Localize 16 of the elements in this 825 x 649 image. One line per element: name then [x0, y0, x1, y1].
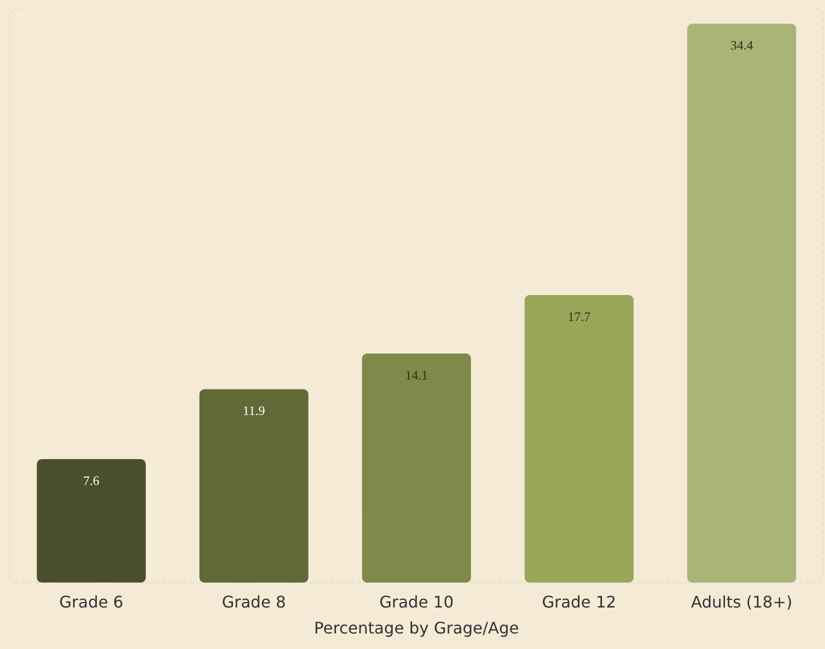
- x-axis-title: Percentage by Grage/Age: [314, 618, 519, 638]
- bar: [36, 459, 146, 583]
- x-tick-label: Grade 10: [379, 592, 454, 612]
- bar: [524, 295, 634, 583]
- data-label: 34.4: [730, 38, 754, 53]
- bar: [687, 24, 796, 583]
- bar: [199, 389, 308, 583]
- x-tick-label: Grade 8: [222, 592, 286, 612]
- bar: [362, 354, 471, 583]
- x-tick-label: Grade 6: [59, 592, 124, 612]
- data-label: 7.6: [83, 473, 100, 488]
- data-label: 17.7: [568, 308, 591, 324]
- x-tick-label: Adults (18+): [691, 592, 792, 612]
- x-tick-label: Grade 12: [542, 592, 616, 612]
- data-label: 11.9: [242, 403, 266, 418]
- data-label: 14.1: [405, 367, 428, 382]
